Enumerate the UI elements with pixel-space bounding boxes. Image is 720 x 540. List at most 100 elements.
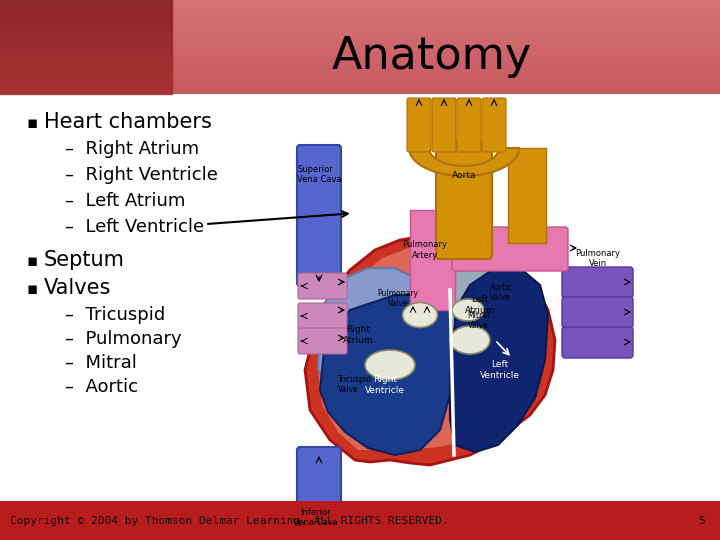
Bar (0, 13, 172, 14)
Bar (0, 67, 172, 68)
Bar (0, 1, 720, 2)
Bar (0, 19, 720, 20)
Bar (0, 31, 720, 32)
Bar (0, 90, 172, 91)
Text: Copyright © 2004 by Thomson Delmar Learning. ALL RIGHTS RESERVED.: Copyright © 2004 by Thomson Delmar Learn… (10, 516, 449, 525)
Bar (0, 37, 720, 38)
Bar (0, 83, 720, 84)
Bar (0, 83, 172, 84)
Bar (0, 48, 720, 49)
Polygon shape (318, 244, 539, 450)
Bar (0, 77, 720, 78)
Bar (0, 51, 720, 52)
Bar (0, 52, 720, 53)
Bar (0, 42, 720, 43)
Bar (0, 78, 720, 79)
Bar (0, 19, 172, 20)
Bar (0, 0, 720, 1)
Bar (0, 64, 720, 65)
Bar (0, 10, 172, 11)
Bar (0, 50, 172, 51)
Ellipse shape (452, 299, 484, 321)
Bar (0, 58, 172, 59)
Bar (0, 13, 720, 14)
FancyBboxPatch shape (407, 98, 431, 152)
Bar (0, 71, 720, 72)
Text: –  Right Atrium: – Right Atrium (65, 140, 199, 158)
Text: Inferior
Vena Cava: Inferior Vena Cava (293, 508, 337, 528)
FancyBboxPatch shape (436, 141, 492, 259)
Bar (0, 65, 720, 66)
Bar (0, 0, 172, 1)
Bar (0, 41, 720, 42)
Bar (0, 25, 172, 26)
Bar (0, 61, 720, 62)
Bar (0, 12, 720, 13)
Bar (0, 12, 172, 13)
Bar (0, 76, 172, 77)
Bar (0, 72, 720, 73)
Bar (0, 31, 172, 32)
Bar (0, 501, 720, 540)
Bar (0, 37, 172, 38)
Bar (0, 68, 172, 69)
Bar (0, 59, 172, 60)
Bar (0, 20, 172, 21)
Bar (0, 63, 720, 64)
Bar (0, 35, 720, 36)
Bar (0, 55, 720, 56)
Text: –  Aortic: – Aortic (65, 378, 138, 396)
Text: Right
Ventricle: Right Ventricle (365, 375, 405, 395)
Bar (0, 36, 172, 37)
Bar (0, 34, 720, 35)
Bar (0, 74, 720, 75)
Bar (0, 26, 172, 27)
Bar (0, 54, 720, 55)
Bar (0, 15, 172, 16)
Bar (0, 20, 720, 21)
Bar (0, 84, 720, 85)
Bar (0, 4, 172, 5)
Polygon shape (318, 268, 420, 395)
FancyBboxPatch shape (562, 297, 633, 328)
Bar (0, 92, 172, 93)
Bar (0, 55, 172, 56)
Text: Anatomy: Anatomy (332, 35, 532, 78)
FancyBboxPatch shape (452, 227, 568, 271)
FancyBboxPatch shape (298, 273, 347, 299)
Bar (0, 58, 720, 59)
Bar (0, 32, 720, 33)
Bar (0, 16, 720, 17)
FancyBboxPatch shape (297, 145, 341, 286)
Bar (0, 86, 720, 87)
Bar (0, 89, 172, 90)
Bar (0, 42, 172, 43)
Text: –  Pulmonary: – Pulmonary (65, 330, 181, 348)
Bar (0, 65, 172, 66)
Bar (0, 44, 172, 45)
Bar (0, 81, 172, 82)
Bar (0, 53, 172, 54)
Bar (0, 67, 720, 68)
Bar (0, 6, 172, 7)
Text: Pulmonary
Vein: Pulmonary Vein (575, 248, 621, 268)
Bar (0, 64, 172, 65)
Bar (0, 72, 172, 73)
Polygon shape (320, 295, 455, 455)
Bar (0, 54, 172, 55)
Bar (0, 85, 172, 86)
Bar (0, 22, 172, 23)
Bar (0, 3, 720, 4)
Text: Valves: Valves (44, 278, 111, 298)
Bar (0, 60, 720, 61)
Bar (0, 2, 172, 3)
Bar (0, 61, 172, 62)
Bar (0, 82, 720, 83)
Text: Left
Atrium: Left Atrium (464, 295, 495, 315)
Bar (0, 23, 172, 24)
Bar (0, 93, 172, 94)
Bar (0, 75, 720, 76)
Text: Aorta: Aorta (452, 171, 476, 179)
Bar (0, 26, 720, 27)
Bar (0, 91, 720, 92)
